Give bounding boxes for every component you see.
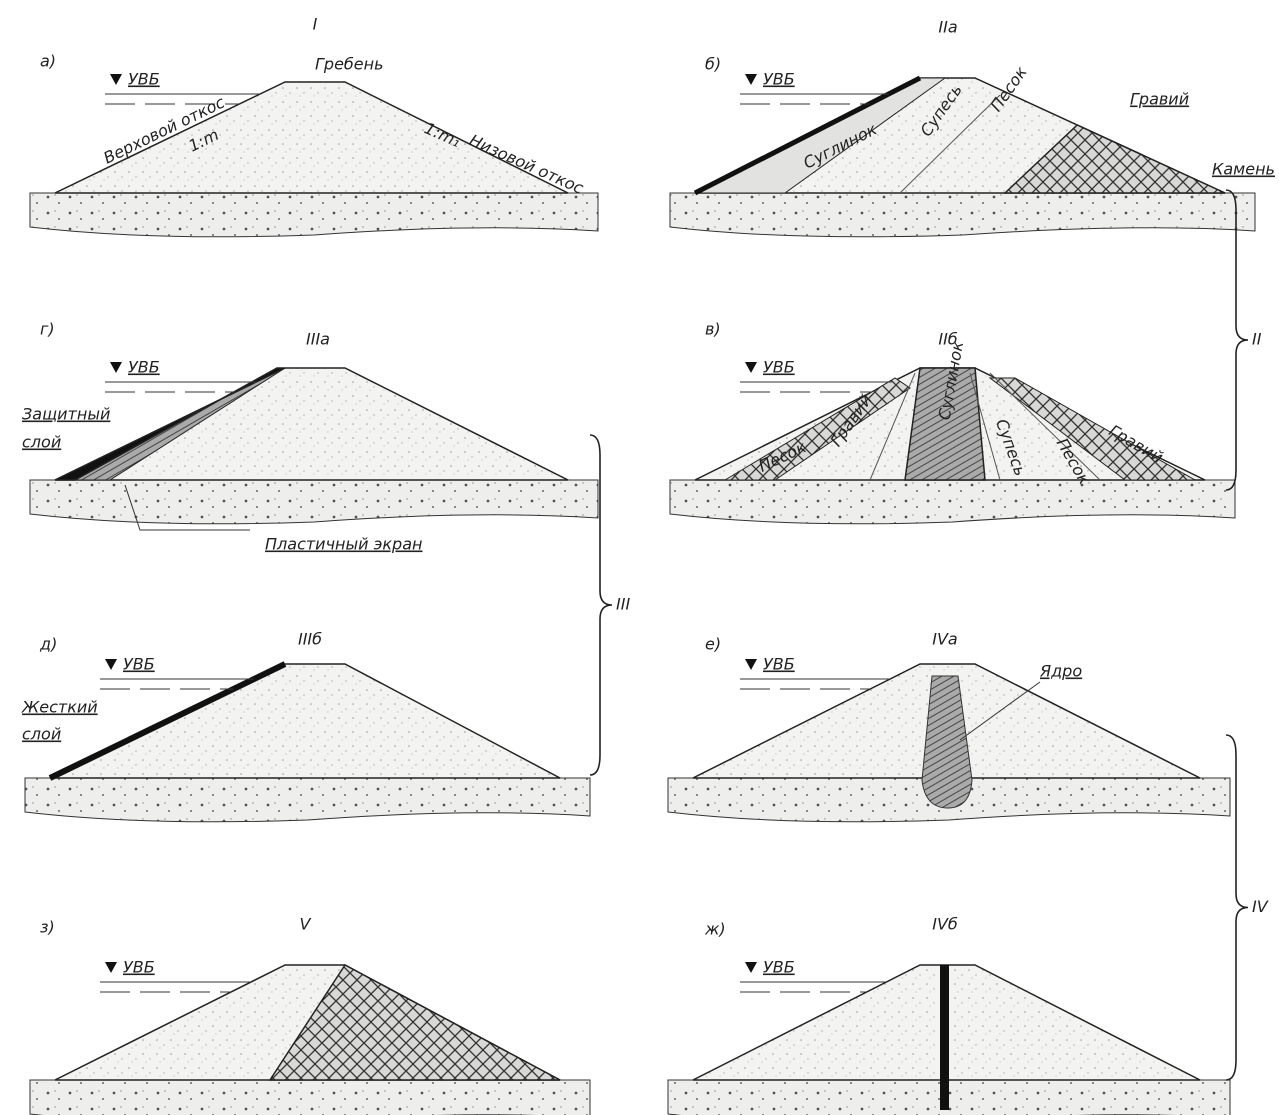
annotation: слой xyxy=(22,725,61,744)
leader xyxy=(124,484,250,531)
water-level-label: УВБ xyxy=(123,958,155,977)
group-label: II xyxy=(1252,330,1262,349)
dam-type: IVа xyxy=(932,630,957,649)
dam-type: IIб xyxy=(938,330,957,349)
dam-body xyxy=(54,81,569,194)
ground xyxy=(29,1079,591,1115)
water-marker xyxy=(110,74,122,85)
upstream-facing xyxy=(693,75,922,196)
dam-type: IIIб xyxy=(298,630,322,649)
panel-letter: г) xyxy=(40,320,55,339)
core xyxy=(921,675,973,809)
annotation: Камень xyxy=(1212,160,1275,179)
water-marker xyxy=(745,659,757,670)
water-marker xyxy=(745,74,757,85)
protective-layer xyxy=(54,367,286,481)
water-marker xyxy=(745,362,757,373)
dam-type: I xyxy=(313,15,318,34)
water-level-label: УВБ xyxy=(763,958,795,977)
panel-letter: д) xyxy=(39,635,57,654)
leader xyxy=(959,681,1041,741)
zone-boundary xyxy=(869,372,916,481)
annotation: Защитный xyxy=(22,405,110,424)
zone-boundary xyxy=(969,372,1001,481)
water-level-label: УВБ xyxy=(763,358,795,377)
annotation: Гребень xyxy=(315,55,384,74)
ground xyxy=(29,192,599,238)
ground xyxy=(669,192,1256,238)
dam-type: IVб xyxy=(932,915,958,934)
panel-letter: а) xyxy=(40,52,56,71)
water-level-label: УВБ xyxy=(128,70,160,89)
gravel-zone xyxy=(1003,124,1226,194)
zone-boundary xyxy=(899,94,1001,194)
diaphragm xyxy=(940,965,949,1110)
rockfill xyxy=(268,964,561,1081)
group-label: IV xyxy=(1252,897,1269,916)
ground xyxy=(29,479,599,525)
group-brace xyxy=(1225,189,1249,491)
panel-letter: е) xyxy=(705,635,721,654)
dam-type: V xyxy=(300,915,312,934)
annotation: Ядро xyxy=(1039,662,1082,681)
zone-boundary xyxy=(989,372,1101,481)
right-gravel xyxy=(988,377,1197,481)
annotation: Гравий xyxy=(1130,90,1189,109)
panel-letter: з) xyxy=(40,918,55,937)
annotation: слой xyxy=(22,433,61,452)
water-marker xyxy=(110,362,122,373)
group-label: III xyxy=(616,595,630,614)
ground xyxy=(669,479,1236,525)
annotation: Пластичный экран xyxy=(265,535,422,554)
water-marker xyxy=(105,962,117,973)
core xyxy=(904,367,986,481)
left-gravel xyxy=(723,377,911,481)
dam-type: IIа xyxy=(938,18,957,37)
dam-body xyxy=(49,663,561,779)
annotation: Жесткий xyxy=(21,698,98,717)
water-marker xyxy=(105,659,117,670)
dam-type: IIIа xyxy=(306,330,330,349)
water-level-label: УВБ xyxy=(763,70,795,89)
water-level-label: УВБ xyxy=(128,358,160,377)
group-brace xyxy=(1225,734,1249,1081)
rigid-facing xyxy=(48,661,287,781)
group-brace xyxy=(589,434,613,776)
ground xyxy=(24,777,591,823)
panel-letter: в) xyxy=(705,320,721,339)
panel-letter: ж) xyxy=(704,920,726,939)
water-level-label: УВБ xyxy=(123,655,155,674)
panel-letter: б) xyxy=(705,55,721,74)
water-marker xyxy=(745,962,757,973)
water-level-label: УВБ xyxy=(763,655,795,674)
